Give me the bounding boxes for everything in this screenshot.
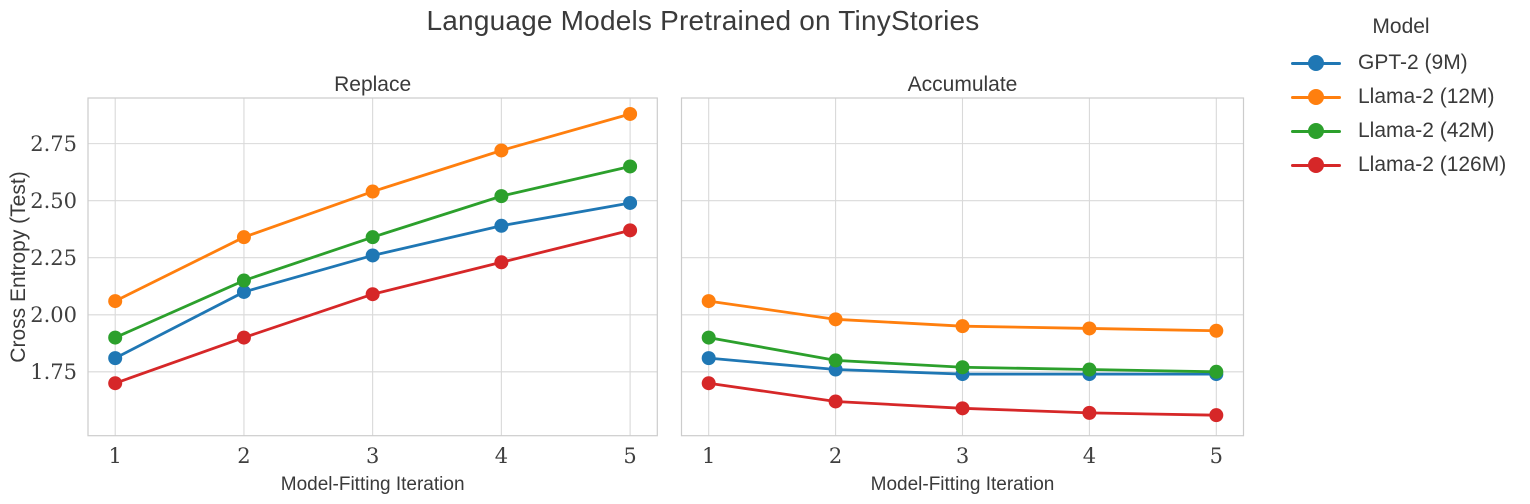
legend-marker — [1291, 157, 1341, 173]
legend-entry-label: Llama-2 (42M) — [1358, 119, 1495, 142]
subplot-title: Accumulate — [908, 73, 1018, 96]
data-point — [365, 248, 380, 263]
y-tick-label: 1.75 — [30, 360, 77, 384]
data-point — [494, 143, 509, 158]
data-point — [236, 230, 251, 245]
data-point — [701, 351, 716, 366]
legend-entry-label: Llama-2 (126M) — [1358, 153, 1507, 176]
x-axis-label: Model-Fitting Iteration — [871, 474, 1055, 495]
legend-dot-icon — [1308, 123, 1324, 139]
data-point — [108, 376, 123, 391]
data-point — [828, 312, 843, 327]
subplot-replace: 1 2 3 4 5 1.75 2.00 2.25 2.50 2.75 Replace Model-Fi… — [30, 73, 658, 495]
data-point — [1209, 323, 1224, 338]
x-tick-label: 3 — [956, 444, 969, 468]
x-tick-label: 5 — [623, 444, 636, 468]
data-point — [1209, 408, 1224, 423]
x-tick-label: 1 — [702, 444, 715, 468]
data-point — [236, 273, 251, 288]
legend-entry: Llama-2 (42M) — [1288, 119, 1528, 143]
x-tick-label: 1 — [109, 444, 122, 468]
data-point — [1082, 362, 1097, 377]
axes-spines — [680, 97, 1245, 437]
data-point — [828, 394, 843, 409]
x-tick-label: 4 — [1083, 444, 1096, 468]
data-point — [365, 184, 380, 199]
data-point — [955, 401, 970, 416]
data-point — [623, 159, 638, 174]
data-point — [955, 360, 970, 375]
legend-entry: GPT-2 (9M) — [1288, 51, 1528, 75]
y-axis-label: Cross Entropy (Test) — [7, 171, 30, 363]
x-axis-label: Model-Fitting Iteration — [281, 474, 465, 495]
legend-entries: GPT-2 (9M) Llama-2 (12M) Llama-2 (42M) Llam… — [1288, 51, 1528, 177]
data-point — [955, 319, 970, 334]
data-point — [623, 223, 638, 238]
data-point — [1082, 321, 1097, 336]
legend-dot-icon — [1308, 89, 1324, 105]
data-point — [236, 284, 251, 299]
x-tick-label: 5 — [1210, 444, 1223, 468]
x-tick-label: 3 — [366, 444, 379, 468]
legend: Model GPT-2 (9M) Llama-2 (12M) Llama-2 (42… — [1288, 13, 1528, 177]
data-point — [108, 294, 123, 309]
data-point — [623, 195, 638, 210]
data-point — [236, 330, 251, 345]
data-point — [701, 376, 716, 391]
data-point — [828, 353, 843, 368]
subplot-accumulate: 1 2 3 4 5 Accumulate Model-Fitting Iteration — [680, 73, 1245, 495]
y-tick-label: 2.25 — [30, 246, 77, 270]
y-tick-label: 2.50 — [30, 189, 77, 213]
legend-dot-icon — [1308, 55, 1324, 71]
axes-spines — [87, 97, 658, 437]
legend-marker — [1291, 55, 1341, 71]
legend-title: Model — [1372, 15, 1430, 38]
data-point — [701, 294, 716, 309]
legend-entry-label: GPT-2 (9M) — [1358, 51, 1468, 74]
x-tick-label: 2 — [237, 444, 250, 468]
subplot-title: Replace — [334, 73, 411, 96]
y-tick-label: 2.75 — [30, 132, 77, 156]
data-point — [108, 330, 123, 345]
legend-marker — [1291, 89, 1341, 105]
data-point — [494, 255, 509, 270]
data-point — [494, 189, 509, 204]
data-point — [365, 287, 380, 302]
x-tick-label: 2 — [829, 444, 842, 468]
data-point — [1082, 405, 1097, 420]
legend-dot-icon — [1308, 157, 1324, 173]
legend-entry-label: Llama-2 (12M) — [1358, 85, 1495, 108]
legend-entry: Llama-2 (12M) — [1288, 85, 1528, 109]
y-tick-label: 2.00 — [30, 303, 77, 327]
data-point — [494, 218, 509, 233]
data-point — [701, 330, 716, 345]
legend-entry: Llama-2 (126M) — [1288, 153, 1528, 177]
x-tick-label: 4 — [495, 444, 508, 468]
legend-marker — [1291, 123, 1341, 139]
data-point — [108, 351, 123, 366]
data-point — [1209, 364, 1224, 379]
figure-title: Language Models Pretrained on TinyStorie… — [426, 5, 980, 36]
data-point — [365, 230, 380, 245]
data-point — [623, 106, 638, 121]
